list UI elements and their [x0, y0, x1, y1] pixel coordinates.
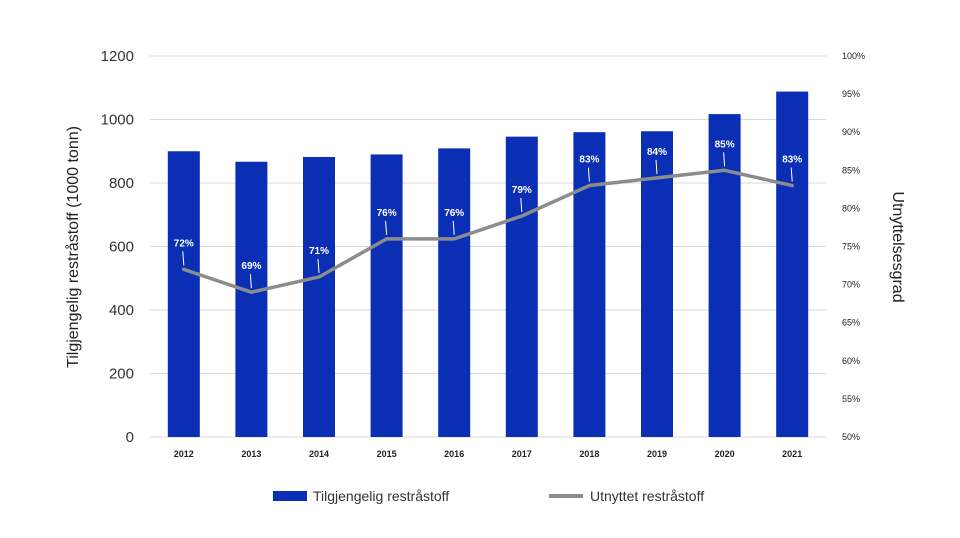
y-tick-label: 600	[109, 239, 134, 256]
y-axis-title: Tilgjengelig restråstoff (1000 tonn)	[64, 126, 82, 368]
leader-line	[790, 167, 793, 182]
data-label: 76%	[377, 208, 397, 219]
y2-tick-label: 55%	[842, 394, 860, 404]
leader-line	[587, 167, 590, 182]
y2-tick-label: 100%	[842, 51, 865, 61]
data-labels: 72% 69% 71% 76% 76% 79% 83% 84% 85% 83%	[174, 139, 802, 289]
y-tick-label: 400	[109, 302, 134, 319]
bar	[641, 131, 673, 437]
y2-tick-label: 95%	[842, 89, 860, 99]
y2-tick-label: 85%	[842, 165, 860, 175]
bar	[303, 156, 335, 437]
bar	[708, 114, 741, 437]
x-tick-label: 2014	[309, 449, 329, 459]
y-tick-label: 0	[126, 429, 134, 446]
data-label: 76%	[444, 208, 464, 219]
x-tick-label: 2018	[579, 449, 599, 459]
line-point	[520, 214, 524, 218]
y2-tick-label: 80%	[842, 203, 860, 213]
y2-tick-label: 75%	[842, 242, 860, 252]
x-tick-label: 2015	[377, 449, 397, 459]
line-point	[385, 237, 389, 241]
leader-line	[520, 197, 523, 213]
legend: Tilgjengelig restråstoff Utnyttet restrå…	[273, 488, 704, 504]
leader-line	[723, 152, 726, 167]
x-tick-label: 2021	[782, 449, 802, 459]
leader-line	[655, 159, 658, 174]
line-point	[790, 184, 794, 188]
bar	[438, 148, 471, 437]
x-axis-ticks: 2012 2013 2014 2015 2016 2017 2018 2019 2020 2021	[174, 449, 802, 459]
x-tick-label: 2013	[241, 449, 261, 459]
y-tick-label: 1000	[101, 112, 134, 129]
y2-tick-label: 90%	[842, 127, 860, 137]
y2-tick-label: 60%	[842, 356, 860, 366]
data-label: 83%	[579, 155, 599, 166]
legend-swatch-bars	[273, 491, 307, 501]
y-tick-label: 1200	[101, 48, 134, 65]
line-point	[182, 267, 186, 271]
x-tick-label: 2019	[647, 449, 667, 459]
line-path	[182, 168, 794, 294]
line-point	[587, 184, 591, 188]
y-tick-label: 200	[109, 366, 134, 383]
line-point	[723, 168, 727, 172]
leader-line	[317, 258, 320, 274]
bar-series	[167, 91, 809, 438]
x-tick-label: 2017	[512, 449, 532, 459]
right-axis-ticks: 50% 55% 60% 65% 70% 75% 80% 85% 90% 95% 100%	[842, 51, 865, 442]
bar	[235, 161, 268, 438]
left-axis-ticks: 0 200 400 600 800 1000 1200	[101, 48, 134, 446]
bar	[370, 154, 403, 438]
leader-line	[249, 274, 252, 289]
data-label: 71%	[309, 246, 329, 257]
y2-tick-label: 70%	[842, 280, 860, 290]
bar	[167, 151, 200, 437]
line-point	[655, 176, 659, 180]
y2-tick-label: 65%	[842, 318, 860, 328]
legend-label-line: Utnyttet restråstoff	[590, 488, 704, 504]
bar	[505, 136, 538, 437]
x-tick-label: 2016	[444, 449, 464, 459]
y-tick-label: 800	[109, 175, 134, 192]
line-point	[452, 237, 456, 241]
data-label: 84%	[647, 147, 667, 158]
data-label: 79%	[512, 185, 532, 196]
y2-tick-label: 50%	[842, 432, 860, 442]
line-series	[182, 168, 794, 294]
x-tick-label: 2020	[715, 449, 735, 459]
data-label: 69%	[241, 261, 261, 272]
data-label: 85%	[715, 139, 735, 150]
leader-line	[385, 220, 388, 235]
line-point	[249, 290, 253, 294]
y2-axis-title: Utnyttelsesgrad	[889, 191, 906, 302]
leader-line	[452, 220, 455, 235]
data-label: 83%	[782, 155, 802, 166]
line-point	[317, 275, 321, 279]
leader-line	[182, 251, 185, 266]
data-label: 72%	[174, 238, 194, 249]
legend-label-bars: Tilgjengelig restråstoff	[313, 488, 449, 504]
x-tick-label: 2012	[174, 449, 194, 459]
bar	[776, 91, 809, 437]
